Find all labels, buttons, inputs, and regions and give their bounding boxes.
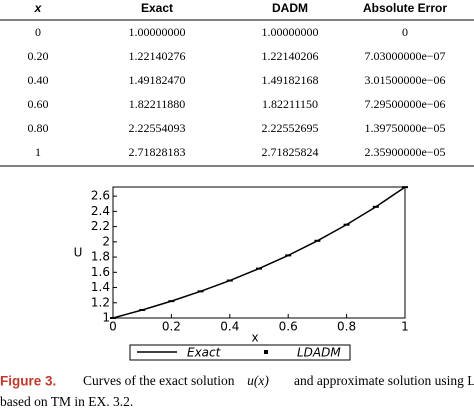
x-tick-label: 0.6 [279, 320, 298, 334]
y-tick-label: 1.2 [91, 295, 110, 309]
table-cell: 1.39750000e−05 [364, 121, 445, 135]
caption-text: Curves of the exact solution [83, 373, 235, 388]
table-cell: 1.49182470 [129, 73, 186, 87]
table-cell: 1.00000000 [129, 25, 186, 39]
table-cell: 1.82211880 [129, 97, 186, 111]
table-cell: 0 [35, 25, 41, 39]
x-tick-label: 1 [401, 320, 409, 334]
table-header: Absolute Error [363, 1, 447, 15]
table-header: Exact [141, 1, 173, 15]
table-cell: 0.60 [28, 97, 49, 111]
x-tick-label: 0.2 [162, 320, 181, 334]
y-tick-label: 1.8 [91, 250, 110, 264]
y-tick-label: 2.4 [91, 204, 110, 218]
y-tick-label: 1.6 [91, 265, 110, 279]
plot-frame [112, 186, 406, 319]
x-tick-label: 0.4 [220, 320, 239, 334]
y-tick-label: 2.6 [91, 189, 110, 203]
caption-math: u(x) [247, 373, 269, 388]
y-tick-label: 1.4 [91, 280, 110, 294]
table-cell: 1.49182168 [262, 73, 319, 87]
table-cell: 2.22554093 [129, 121, 186, 135]
table-cell: 1.82211150 [262, 97, 318, 111]
x-tick-label: 0.8 [337, 320, 356, 334]
table-header: DADM [272, 1, 308, 15]
table-header: x [34, 1, 43, 15]
table-cell: 0 [402, 25, 408, 39]
legend-swatch [264, 350, 268, 354]
legend-label: LDADM [297, 346, 341, 360]
table-cell: 7.03000000e−07 [364, 49, 445, 63]
table-cell: 1.22140206 [262, 49, 319, 63]
caption-label: Figure 3. [0, 374, 56, 389]
x-axis-label: x [251, 331, 258, 345]
legend-label: Exact [187, 346, 222, 360]
caption-text: based on TM in EX. 3.2. [0, 394, 133, 409]
table-cell: 2.22552695 [262, 121, 319, 135]
table-cell: 0.40 [28, 73, 49, 87]
table-cell: 2.35900000e−05 [364, 145, 445, 159]
table-cell: 1 [35, 145, 41, 159]
series-line [112, 186, 406, 319]
table-cell: 0.80 [28, 121, 49, 135]
table-cell: 1.22140276 [129, 49, 186, 63]
y-tick-label: 2 [102, 234, 110, 248]
table-cell: 2.71825824 [262, 145, 319, 159]
y-axis-label: U [74, 246, 83, 260]
y-tick-label: 2.2 [91, 219, 110, 233]
table-cell: 0.20 [28, 49, 49, 63]
legend-box [129, 344, 351, 361]
x-tick-label: 0 [109, 320, 117, 334]
table-cell: 1.00000000 [262, 25, 319, 39]
y-tick-label: 1 [102, 311, 110, 325]
table-cell: 2.71828183 [129, 145, 186, 159]
caption-text: and approximate solution using LDADM [294, 373, 474, 388]
table-cell: 7.29500000e−06 [364, 97, 445, 111]
table-cell: 3.01500000e−06 [364, 73, 445, 87]
